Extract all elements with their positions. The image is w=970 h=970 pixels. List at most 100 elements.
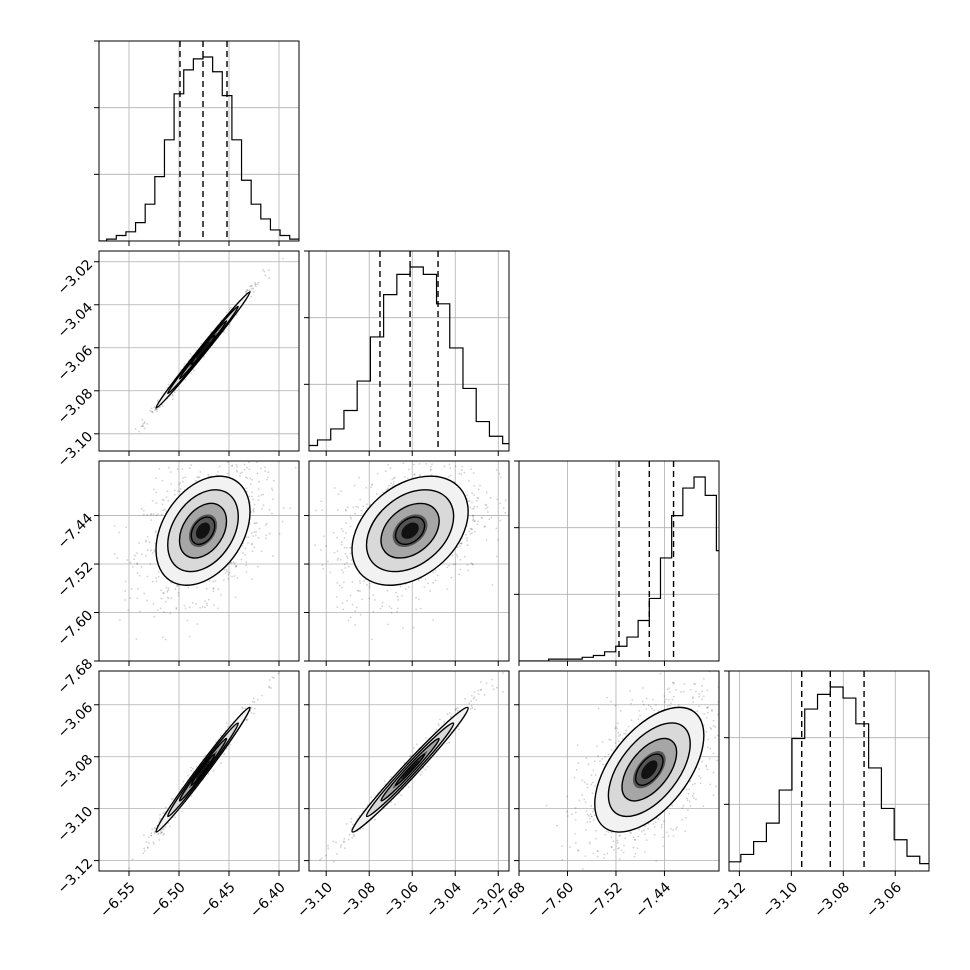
scatter-point	[129, 561, 132, 564]
scatter-point	[302, 537, 304, 539]
scatter-point	[511, 510, 513, 512]
scatter-point	[485, 491, 488, 494]
scatter-point	[529, 522, 531, 524]
scatter-point	[661, 845, 664, 848]
scatter-point	[408, 468, 410, 471]
scatter-point	[596, 850, 599, 852]
scatter-point	[726, 766, 728, 768]
scatter-point	[623, 732, 626, 735]
scatter-point	[451, 554, 454, 557]
scatter-point	[662, 820, 665, 823]
scatter-point	[345, 522, 348, 525]
contour-line	[178, 320, 228, 380]
scatter-point	[424, 768, 427, 771]
scatter-point	[189, 766, 192, 769]
scatter-point	[603, 853, 606, 856]
scatter-point	[212, 770, 215, 772]
scatter-point	[155, 514, 158, 517]
scatter-point	[226, 461, 229, 464]
scatter-point	[432, 619, 435, 621]
scatter-point	[247, 542, 249, 544]
scatter-point	[205, 602, 208, 605]
scatter-point	[415, 596, 417, 599]
scatter-point	[248, 289, 251, 292]
scatter-point	[617, 740, 620, 742]
scatter-point	[140, 507, 143, 510]
y-tick-label: −3.06	[55, 343, 97, 385]
scatter-point	[153, 615, 156, 618]
scatter-point	[499, 476, 502, 479]
scatter-point	[336, 536, 338, 539]
scatter-point	[249, 289, 252, 292]
scatter-point	[159, 813, 161, 816]
scatter-point	[345, 822, 348, 825]
scatter-point	[566, 810, 568, 813]
scatter-point	[320, 500, 323, 503]
scatter-point	[415, 743, 418, 746]
scatter-point	[445, 742, 448, 745]
histogram-panel-2	[518, 461, 719, 661]
scatter-point	[265, 522, 268, 525]
scatter-point	[268, 269, 270, 272]
contour-line	[380, 737, 440, 802]
scatter-point	[512, 565, 514, 567]
scatter-point	[211, 444, 213, 446]
scatter-point	[260, 494, 263, 496]
y-tick-label: −7.60	[55, 607, 97, 649]
scatter-point	[723, 755, 725, 757]
scatter-point	[698, 768, 701, 770]
scatter-point	[224, 572, 227, 574]
scatter-point	[574, 811, 577, 814]
scatter-point	[289, 507, 292, 510]
scatter-point	[152, 513, 155, 516]
scatter-point	[143, 850, 146, 852]
scatter-point	[163, 591, 165, 594]
scatter-point	[473, 484, 476, 487]
x-tick-label: −7.52	[584, 879, 626, 921]
scatter-point	[163, 611, 165, 614]
scatter-point	[676, 826, 678, 829]
scatter-point	[625, 732, 627, 735]
scatter-point	[591, 810, 594, 813]
scatter-point	[140, 566, 143, 568]
scatter-point	[253, 522, 256, 525]
scatter-point	[248, 495, 251, 498]
scatter-point	[344, 508, 347, 511]
scatter-point	[153, 830, 156, 833]
scatter-point	[226, 570, 228, 573]
scatter-point	[424, 578, 427, 581]
scatter-point	[427, 582, 430, 585]
scatter-point	[359, 498, 362, 501]
scatter-point	[183, 604, 186, 607]
scatter-point	[706, 689, 709, 692]
scatter-point	[675, 828, 678, 831]
density-band	[195, 760, 211, 780]
scatter-point	[154, 409, 157, 411]
scatter-point	[286, 503, 288, 505]
scatter-point	[458, 728, 460, 731]
scatter-point	[349, 525, 352, 528]
scatter-point	[337, 440, 339, 442]
scatter-point	[392, 483, 395, 486]
scatter-point	[386, 623, 389, 626]
scatter-point	[251, 542, 253, 545]
scatter-point	[460, 542, 463, 545]
scatter-point	[653, 833, 656, 836]
histogram-steps	[309, 266, 509, 451]
scatter-point	[672, 681, 674, 684]
scatter-point	[592, 769, 595, 772]
scatter-point	[698, 775, 700, 777]
scatter-point	[160, 513, 163, 516]
scatter-point	[156, 408, 159, 411]
scatter-point	[232, 561, 235, 564]
scatter-point	[603, 874, 605, 876]
scatter-point	[655, 860, 658, 862]
scatter-point	[264, 524, 267, 527]
scatter-point	[473, 520, 476, 523]
scatter-point	[154, 827, 157, 830]
scatter-point	[244, 553, 247, 556]
scatter-point	[472, 518, 475, 521]
scatter-point	[345, 509, 348, 512]
scatter-point	[226, 725, 229, 728]
scatter-point	[665, 831, 668, 834]
